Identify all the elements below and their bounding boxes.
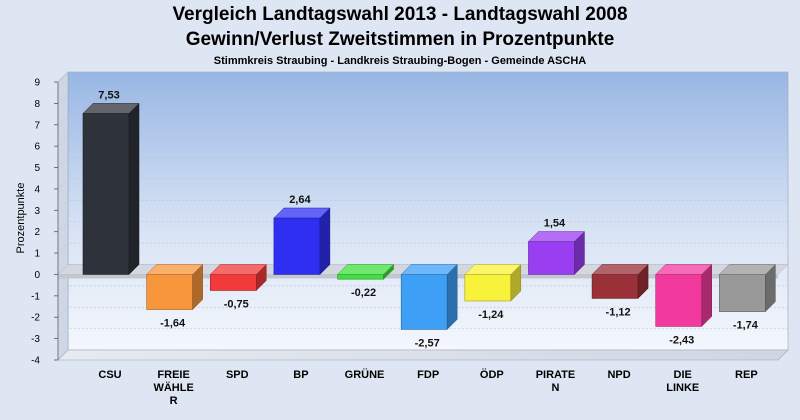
bar-value-label: -2,43	[669, 334, 694, 346]
bar-value-label: -1,74	[733, 320, 759, 332]
gridline	[57, 306, 788, 318]
category-label: REP	[735, 369, 758, 381]
bar-top-face	[146, 264, 204, 275]
bar-value-label: -2,57	[415, 337, 440, 349]
bar-value-label: 7,53	[98, 89, 119, 101]
y-tick-label: -4	[31, 356, 40, 367]
bar: -1,12	[591, 263, 649, 318]
bar-side-face	[128, 102, 140, 276]
plot-side-wall	[57, 71, 69, 361]
bar-front-face	[400, 274, 448, 330]
bar-value-label: -1,64	[160, 318, 186, 330]
bar-top-face	[336, 264, 395, 275]
bar-value-label: -1,12	[606, 306, 631, 318]
bar-top-face	[209, 264, 267, 275]
category-label: NPD	[607, 369, 630, 381]
gridline	[57, 135, 788, 147]
gridline	[57, 157, 788, 168]
category-label: PIRATE N	[536, 369, 576, 394]
gridline	[57, 328, 788, 339]
y-tick-label: 3	[34, 206, 40, 217]
gridline	[57, 221, 788, 232]
bar: -1,74	[718, 263, 776, 332]
gridline	[57, 178, 788, 190]
bar-top-face	[591, 264, 649, 275]
bar: 2,64	[273, 194, 331, 276]
gridline	[57, 349, 788, 361]
bar: -0,22	[336, 263, 395, 299]
category-label: BP	[293, 369, 308, 381]
bar-front-face	[464, 274, 512, 302]
y-tick-label: -2	[31, 313, 40, 324]
bar: 7,53	[82, 89, 140, 276]
category-label: DIE LINKE	[666, 369, 699, 394]
bar-side-face	[446, 263, 458, 331]
bar-value-label: -1,24	[478, 309, 504, 321]
chart-subtitle: Stimmkreis Straubing - Landkreis Straubi…	[213, 55, 587, 67]
category-label: GRÜNE	[345, 368, 385, 381]
bar-top-face	[655, 264, 713, 275]
bar-front-face	[591, 274, 639, 299]
bar-value-label: 1,54	[544, 218, 566, 230]
bar-front-face	[273, 217, 321, 275]
y-tick-label: 4	[34, 184, 40, 195]
bar: -2,43	[655, 263, 713, 346]
y-axis: 9 8 7 6 5 4 3 2 1 0 -1 -2 -3 -4	[31, 78, 59, 367]
y-tick-label: 9	[34, 78, 40, 89]
bar-top-face	[527, 231, 586, 242]
category-label: ÖDP	[480, 368, 504, 381]
y-tick-label: -1	[31, 291, 40, 302]
bar: -1,64	[146, 263, 204, 330]
bar-value-label: -0,75	[224, 299, 249, 311]
y-tick-label: 2	[34, 227, 40, 238]
bar-front-face	[209, 274, 257, 291]
bar-front-face	[528, 241, 575, 275]
bar-value-label: -0,22	[351, 287, 376, 299]
y-axis-label: Prozentpunkte	[15, 183, 27, 254]
bar: -1,24	[464, 263, 522, 321]
plot-floor	[57, 349, 789, 361]
gridline	[57, 114, 788, 125]
y-tick-label: 0	[34, 270, 40, 281]
y-tick-label: 7	[34, 120, 40, 131]
bar-value-label: 2,64	[289, 194, 311, 206]
gridline	[57, 93, 788, 104]
category-label: FDP	[417, 369, 439, 381]
category-label: FREIE WÄHLE R	[153, 369, 193, 407]
bar-front-face	[146, 274, 193, 310]
bar-front-face	[337, 274, 384, 280]
bar-top-face	[273, 207, 331, 219]
bar-side-face	[701, 263, 712, 328]
bar-top-face	[718, 264, 776, 275]
category-label: SPD	[226, 369, 249, 381]
y-tick-label: 5	[34, 163, 40, 174]
bar: -2,57	[400, 263, 458, 349]
bar-front-face	[719, 274, 766, 312]
chart-title-line2: Gewinn/Verlust Zweitstimmen in Prozentpu…	[185, 29, 615, 50]
bar-side-face	[319, 207, 331, 276]
bar: -0,75	[209, 263, 267, 311]
bar-front-face	[82, 113, 130, 275]
bar-top-face	[400, 264, 458, 275]
y-tick-label: 8	[34, 99, 40, 110]
gridline	[57, 285, 788, 297]
bar-front-face	[655, 274, 703, 327]
y-tick-label: 1	[34, 249, 40, 260]
y-tick-label: -3	[31, 334, 40, 345]
category-label: CSU	[98, 369, 121, 381]
y-tick-label: 6	[34, 142, 40, 153]
category-labels: CSU FREIE WÄHLE R SPD BP GRÜNE FDP ÖDP PIRATE N NPD…	[98, 368, 757, 407]
gridline	[57, 71, 788, 83]
bar-top-face	[464, 264, 522, 275]
bars: 7,53 -1,64 -0,75 2,64 -0,22 -2,57 -1,24 1,54 -1,…	[82, 89, 776, 349]
gridline	[57, 242, 788, 254]
chart-title-line1: Vergleich Landtagswahl 2013 - Landtagswa…	[172, 4, 628, 25]
gridline	[57, 200, 788, 211]
bar: 1,54	[527, 218, 586, 276]
bar-top-face	[82, 103, 140, 114]
